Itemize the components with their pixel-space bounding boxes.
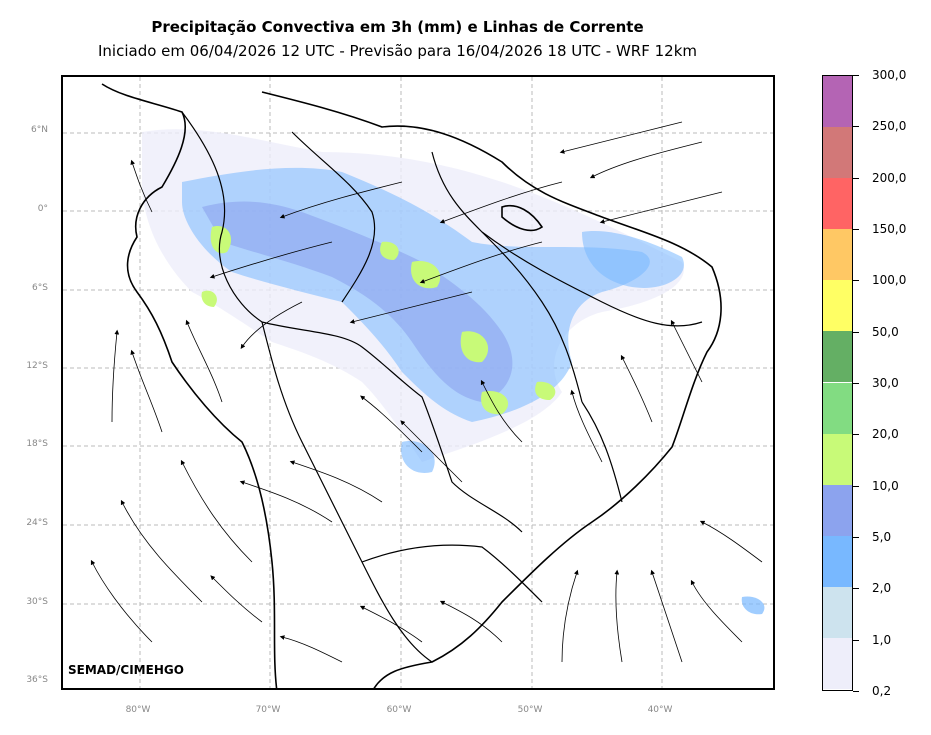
colorbar-tick bbox=[853, 177, 859, 179]
colorbar-tick bbox=[853, 485, 859, 487]
colorbar-tick bbox=[853, 434, 859, 436]
lon-label-60w: 60°W bbox=[386, 705, 412, 715]
lon-label-70w: 70°W bbox=[255, 705, 281, 715]
colorbar-tick bbox=[853, 639, 859, 641]
colorbar-segment bbox=[823, 382, 852, 434]
colorbar-tick bbox=[853, 229, 859, 230]
country-borders bbox=[181, 111, 703, 663]
colorbar-segment bbox=[823, 229, 852, 281]
colorbar-segment bbox=[823, 586, 852, 638]
colorbar-label: 100,0 bbox=[872, 273, 907, 288]
lat-label-6n: 6°N bbox=[31, 125, 48, 135]
lat-label-24s: 24°S bbox=[26, 518, 48, 528]
colorbar-segment bbox=[823, 433, 852, 485]
lat-label-18s: 18°S bbox=[26, 439, 48, 449]
lat-label-0: 0° bbox=[37, 204, 48, 214]
lat-label-30s: 30°S bbox=[26, 597, 48, 607]
lat-label-12s: 12°S bbox=[26, 361, 48, 371]
colorbar-label: 250,0 bbox=[872, 119, 907, 134]
colorbar-label: 1,0 bbox=[872, 632, 892, 647]
colorbar-tick bbox=[853, 280, 859, 282]
colorbar-tick bbox=[853, 75, 859, 76]
colorbar-tick bbox=[853, 588, 859, 590]
lon-label-80w: 80°W bbox=[125, 705, 151, 715]
map-subtitle: Iniciado em 06/04/2026 12 UTC - Previsão… bbox=[97, 42, 698, 60]
colorbar-label: 150,0 bbox=[872, 222, 907, 236]
map-title: Precipitação Convectiva em 3h (mm) e Lin… bbox=[151, 18, 644, 36]
colorbar-label: 50,0 bbox=[872, 324, 899, 339]
colorbar-segment bbox=[823, 178, 852, 230]
colorbar-label: 2,0 bbox=[872, 581, 892, 596]
precipitation-map bbox=[61, 75, 775, 690]
colorbar-segment bbox=[823, 331, 852, 383]
colorbar-tick bbox=[853, 537, 859, 538]
colorbar-label: 200,0 bbox=[872, 170, 907, 185]
lon-label-50w: 50°W bbox=[517, 705, 543, 715]
colorbar-label: 20,0 bbox=[872, 427, 899, 442]
colorbar-label: 10,0 bbox=[872, 478, 899, 493]
colorbar-label: 5,0 bbox=[872, 530, 892, 544]
credit-label: SEMAD/CIMEHGO bbox=[68, 663, 184, 677]
colorbar-segment bbox=[823, 76, 852, 128]
lat-label-36s: 36°S bbox=[26, 675, 48, 685]
colorbar-segment bbox=[823, 637, 852, 689]
colorbar-segment bbox=[823, 280, 852, 332]
streamlines bbox=[90, 121, 763, 663]
colorbar-label: 300,0 bbox=[872, 68, 907, 82]
colorbar-tick bbox=[853, 331, 859, 333]
colorbar-segment bbox=[823, 535, 852, 587]
lon-label-40w: 40°W bbox=[647, 705, 673, 715]
colorbar-tick bbox=[853, 383, 859, 384]
lat-label-6s: 6°S bbox=[32, 283, 48, 293]
colorbar-tick bbox=[853, 691, 859, 692]
colorbar-label: 0,2 bbox=[872, 684, 892, 698]
coastline bbox=[101, 83, 722, 688]
colorbar-segment bbox=[823, 127, 852, 179]
precipitation-field bbox=[142, 129, 765, 615]
colorbar-segment bbox=[823, 484, 852, 536]
map-canvas bbox=[63, 77, 773, 688]
colorbar bbox=[822, 75, 853, 691]
colorbar-label: 30,0 bbox=[872, 376, 899, 390]
colorbar-tick bbox=[853, 126, 859, 128]
